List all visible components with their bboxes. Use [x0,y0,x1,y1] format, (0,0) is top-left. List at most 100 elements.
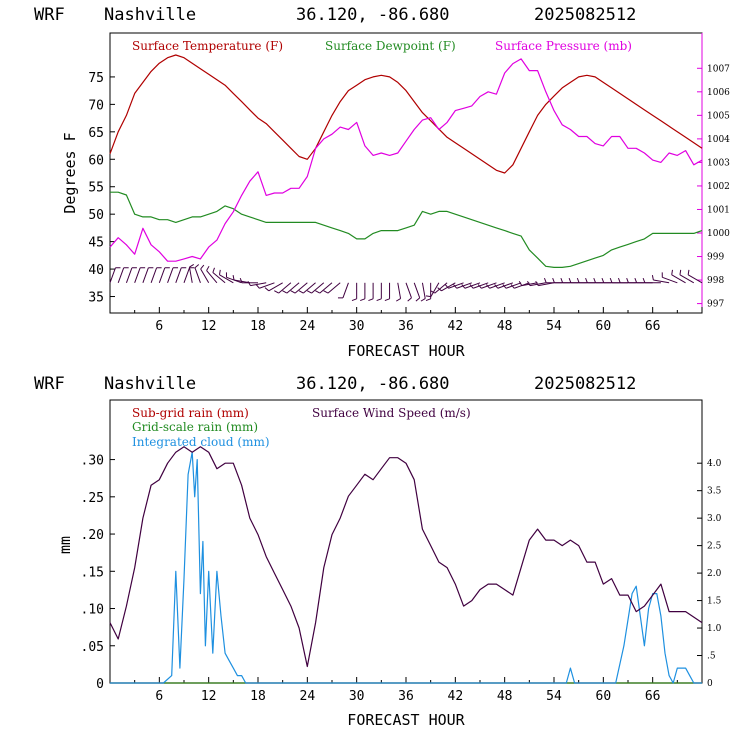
y2-tick-label: 3.5 [707,487,722,497]
x-tick-label: 6 [155,319,163,334]
wind-barb [323,282,341,294]
wind-barb [142,267,154,283]
y-tick-label: .10 [81,603,104,618]
y-tick-label: 60 [88,153,104,168]
wind-barb [425,282,432,302]
y-tick-label: 45 [88,236,104,251]
legend-wind-speed: Surface Wind Speed (m/s) [312,406,471,420]
panel-precipitation: WRF Nashville 36.120, -86.680 2025082512… [34,374,722,729]
wind-barb [661,272,678,284]
panel1-x-axis-label: FORECAST HOUR [347,342,465,360]
y2-tick-label: 1002 [707,182,730,192]
y-tick-label: 40 [88,263,104,278]
wind-barb [405,282,412,302]
wind-barb [315,282,333,294]
panel2-y-axis-label: mm [56,536,74,554]
panel1-site: Nashville [104,5,196,25]
y2-tick-label: 1004 [707,135,730,145]
wind-barb [396,282,402,302]
legend-subgrid-rain: Sub-grid rain (mm) [132,406,249,420]
panel2-coords: 36.120, -86.680 [296,374,450,394]
x-tick-label: 12 [201,689,217,704]
wind-barb [183,267,195,283]
wind-barb [218,269,234,284]
wind-barb [469,282,489,289]
wind-barb [239,277,258,284]
x-tick-label: 24 [300,319,316,334]
wind-barb [290,282,308,294]
legend-integrated-cloud: Integrated cloud (mm) [132,435,270,449]
y2-tick-label: 997 [707,300,724,310]
y-tick-label: 0 [96,677,104,692]
wind-barb [413,282,421,302]
y2-tick-label: 998 [707,276,724,286]
series-line-surface-temperature-f [109,54,703,174]
wind-barb [642,277,661,284]
panel1-run: 2025082512 [534,5,636,25]
y2-tick-label: 1007 [707,64,730,74]
y-tick-label: 50 [88,208,104,223]
wind-barb [282,282,300,294]
legend-temperature: Surface Temperature (F) [132,39,283,53]
y2-tick-label: 1000 [707,229,730,239]
y2-tick-label: 999 [707,253,724,263]
y-tick-label: 75 [88,71,104,86]
y2-tick-label: 1001 [707,205,730,215]
series-line-surface-pressure-mb [109,58,703,262]
x-tick-label: 30 [349,689,365,704]
panel1-plot-frame [109,32,703,314]
y-tick-label: 55 [88,181,104,196]
wind-barb [444,282,464,289]
wind-barb [158,267,170,283]
wind-barb [298,282,316,294]
wind-barb [125,267,137,283]
x-tick-label: 66 [645,319,661,334]
legend-pressure: Surface Pressure (mb) [495,39,632,53]
wind-barb [376,282,382,302]
wind-barb [194,264,201,283]
x-tick-label: 24 [300,689,316,704]
wind-barb [671,269,686,284]
x-tick-label: 42 [448,319,464,334]
y2-tick-label: 2.0 [707,569,722,579]
y2-tick-label: 1.0 [707,624,722,634]
x-tick-label: 6 [155,689,163,704]
series-line-integrated-cloud-mm [110,451,702,684]
wind-barb [150,267,162,283]
wind-barb [337,282,349,299]
panel1-y-axis-label: Degrees F [61,132,79,213]
y-tick-label: .30 [81,454,104,469]
wind-barb [485,282,505,289]
x-tick-label: 48 [497,689,513,704]
wind-barb [453,282,472,289]
x-tick-label: 12 [201,319,217,334]
wind-barb [687,269,703,284]
wind-barb [502,282,522,289]
panel1-coords: 36.120, -86.680 [296,5,450,25]
wind-barb [651,275,670,284]
panel-temperature: WRF Nashville 36.120, -86.680 2025082512… [34,5,730,360]
wind-barb [200,264,210,284]
y-tick-label: .15 [81,565,104,580]
y-tick-label: .25 [81,491,104,506]
wind-barb [247,281,267,287]
x-tick-label: 36 [398,689,414,704]
wind-barb [430,282,448,294]
wind-barb [274,282,292,294]
wind-barb [384,282,391,302]
y2-tick-label: 1003 [707,158,730,168]
y2-tick-label: 0 [707,679,713,689]
wind-barb [264,282,283,292]
wind-barb [437,282,456,292]
wind-barb [188,264,194,283]
wind-barb [306,282,325,294]
y-tick-label: 35 [88,291,104,306]
y2-tick-label: 2.5 [707,542,722,552]
x-tick-label: 54 [546,319,562,334]
x-tick-label: 42 [448,689,464,704]
wind-barb [175,267,187,283]
legend-dewpoint: Surface Dewpoint (F) [325,39,456,53]
wind-barb [420,282,426,302]
wind-barb [351,282,358,302]
y2-tick-label: 1006 [707,88,730,98]
